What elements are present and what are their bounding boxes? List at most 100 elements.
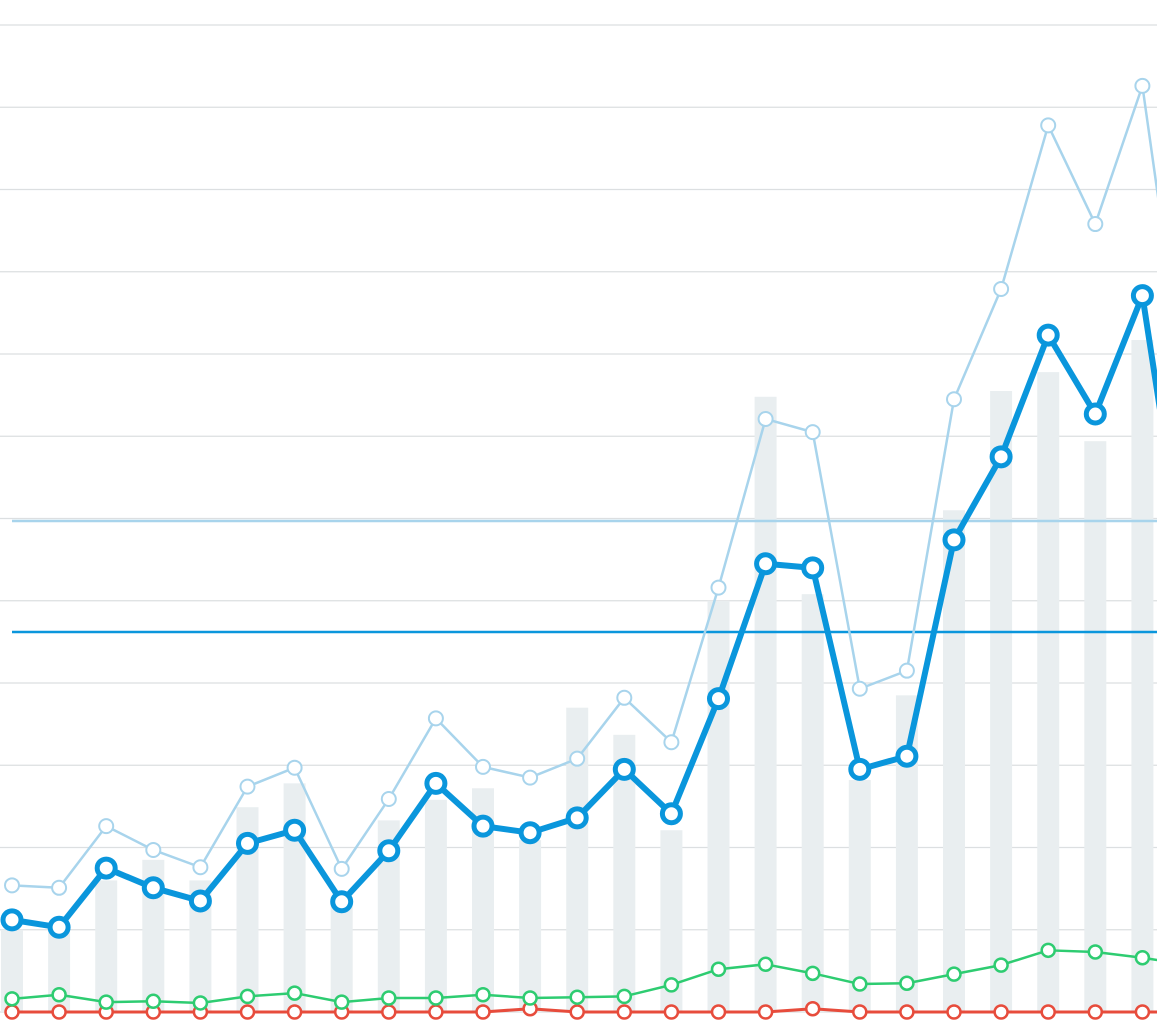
data-point xyxy=(333,860,350,877)
bar xyxy=(990,391,1013,1012)
data-point xyxy=(98,818,115,835)
bar xyxy=(472,788,494,1012)
data-point xyxy=(475,1004,491,1020)
bar xyxy=(754,396,777,1012)
data-point xyxy=(993,1004,1009,1020)
data-point xyxy=(569,750,586,767)
data-point xyxy=(286,985,303,1001)
data-point xyxy=(663,734,680,751)
bar xyxy=(943,510,965,1012)
data-point xyxy=(377,839,401,863)
data-point xyxy=(851,680,868,697)
bar xyxy=(1084,441,1107,1012)
data-point xyxy=(192,859,209,876)
data-point xyxy=(381,1004,397,1020)
data-point xyxy=(51,1004,67,1020)
data-point xyxy=(475,758,491,775)
data-point xyxy=(424,771,448,795)
data-point xyxy=(898,662,915,679)
data-point xyxy=(895,744,919,768)
data-point xyxy=(616,1004,633,1020)
data-point xyxy=(1040,117,1057,134)
bar xyxy=(660,830,683,1012)
series-line xyxy=(11,292,1157,931)
data-point xyxy=(47,915,71,939)
series-line xyxy=(11,949,1157,1005)
bar xyxy=(801,594,824,1012)
data-point xyxy=(98,994,114,1010)
data-point xyxy=(757,410,774,427)
data-point xyxy=(94,856,118,880)
data-point xyxy=(569,989,585,1005)
bar xyxy=(613,734,636,1012)
data-point xyxy=(801,556,825,580)
data-point xyxy=(380,790,397,807)
bar xyxy=(330,900,353,1012)
data-point xyxy=(51,986,67,1003)
bar xyxy=(1131,340,1154,1013)
data-point xyxy=(141,876,165,900)
bar xyxy=(519,840,542,1012)
data-point xyxy=(4,1004,20,1020)
data-point xyxy=(1083,402,1107,426)
data-point xyxy=(330,890,354,914)
data-point xyxy=(0,908,24,932)
bar xyxy=(283,783,306,1012)
data-point xyxy=(239,778,256,795)
data-point xyxy=(192,995,209,1011)
series-line xyxy=(12,1007,1157,1014)
data-point xyxy=(663,977,680,993)
data-point xyxy=(569,1004,585,1020)
data-point xyxy=(899,1004,915,1020)
data-point xyxy=(707,687,730,711)
data-point xyxy=(993,957,1009,973)
data-point xyxy=(899,975,915,991)
data-point xyxy=(989,445,1013,469)
data-point xyxy=(1036,323,1060,347)
data-point xyxy=(1040,1004,1056,1020)
data-point xyxy=(286,1004,303,1020)
data-point xyxy=(663,1004,680,1020)
bar xyxy=(566,707,589,1012)
data-point xyxy=(946,966,962,982)
data-point xyxy=(286,759,303,776)
data-point xyxy=(428,1004,444,1020)
data-point xyxy=(522,769,539,786)
data-point xyxy=(804,1000,821,1017)
data-point xyxy=(612,757,636,781)
data-point xyxy=(946,1004,962,1020)
bar xyxy=(707,600,730,1012)
data-point xyxy=(145,993,162,1010)
data-point xyxy=(1040,942,1056,959)
data-point xyxy=(659,802,683,826)
data-point xyxy=(1130,284,1154,308)
data-point xyxy=(236,831,259,855)
data-point xyxy=(427,710,444,727)
data-point xyxy=(804,965,821,982)
data-point xyxy=(993,281,1010,298)
data-point xyxy=(518,821,542,845)
data-point xyxy=(565,806,589,830)
data-point xyxy=(942,528,966,552)
data-point xyxy=(381,990,397,1006)
data-point xyxy=(51,879,68,896)
data-point xyxy=(1087,1004,1104,1020)
data-point xyxy=(145,841,162,858)
data-point xyxy=(1134,1004,1151,1020)
data-point xyxy=(333,994,350,1010)
data-point xyxy=(946,391,962,408)
data-point xyxy=(1134,77,1151,94)
data-point xyxy=(428,990,444,1006)
data-point xyxy=(710,579,727,596)
data-point xyxy=(754,552,778,576)
data-point xyxy=(804,424,821,441)
data-point xyxy=(616,988,633,1005)
bar xyxy=(848,780,871,1012)
data-point xyxy=(4,991,20,1007)
data-point xyxy=(1134,949,1151,966)
bar xyxy=(377,820,400,1012)
data-point xyxy=(239,988,256,1005)
data-point xyxy=(188,889,212,913)
data-point xyxy=(471,814,495,838)
